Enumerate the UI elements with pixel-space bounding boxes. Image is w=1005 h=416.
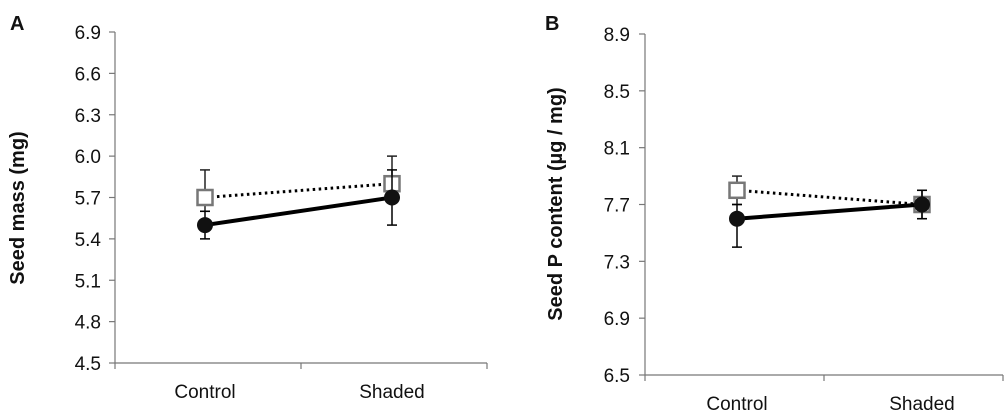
panel-a-chart: A Seed mass (mg) 4.5 4.8 5.1 5.4 5.7 6.0 6.3 6.…	[7, 13, 488, 403]
filled-circle-marker-b	[914, 196, 930, 213]
y-tick-label-b: 8.9	[604, 25, 630, 46]
series-b	[728, 175, 931, 248]
filled-circle-marker-b	[729, 210, 745, 227]
y-tick-label-a: 6.0	[75, 147, 101, 168]
x-category-label-a: Shaded	[359, 382, 425, 403]
x-category-label-a: Control	[174, 382, 235, 403]
y-tick-label-a: 5.4	[75, 230, 102, 251]
y-tick-label-b: 6.5	[604, 366, 630, 387]
x-category-label-b: Shaded	[889, 394, 955, 415]
y-tick-label-b: 8.1	[604, 139, 630, 160]
filled-circle-marker-a	[384, 189, 400, 206]
solid-series-line-a	[204, 195, 393, 228]
y-tick-label-b: 7.3	[604, 252, 630, 273]
x-ticks-b: Control Shaded	[644, 375, 1004, 415]
solid-series-line-b	[736, 202, 923, 221]
y-tick-label-a: 6.9	[75, 23, 101, 44]
series-a	[196, 155, 401, 240]
filled-circle-marker-a	[197, 217, 213, 234]
panel-b-chart: B Seed P content (µg / mg) 6.5 6.9 7.3 7.7 8…	[545, 13, 1004, 415]
dotted-series-line-b	[736, 188, 923, 206]
y-tick-label-b: 7.7	[604, 196, 630, 217]
y-ticks-b: 6.5 6.9 7.3 7.7 8.1 8.5 8.9	[604, 25, 645, 387]
axes-a	[114, 32, 487, 364]
open-square-marker-a	[196, 188, 214, 207]
y-tick-label-b: 8.5	[604, 82, 630, 103]
y-tick-label-a: 4.8	[75, 313, 101, 334]
dotted-series-line-a	[204, 182, 393, 199]
axes-b	[644, 34, 1003, 376]
y-axis-title-b: Seed P content (µg / mg)	[545, 87, 567, 320]
open-square-marker-b	[728, 181, 746, 200]
y-tick-label-a: 5.7	[75, 189, 101, 210]
x-category-label-b: Control	[706, 394, 767, 415]
y-axis-title-a: Seed mass (mg)	[7, 131, 29, 284]
y-tick-label-a: 6.6	[75, 64, 101, 85]
y-tick-label-a: 5.1	[75, 271, 101, 292]
y-tick-label-b: 6.9	[604, 309, 630, 330]
panel-letter-a: A	[10, 13, 24, 35]
panel-letter-b: B	[545, 13, 559, 35]
y-ticks-a: 4.5 4.8 5.1 5.4 5.7 6.0 6.3 6.6 6.9	[75, 23, 115, 375]
y-tick-label-a: 4.5	[75, 354, 101, 375]
x-ticks-a: Control Shaded	[114, 363, 488, 403]
y-tick-label-a: 6.3	[75, 106, 101, 127]
